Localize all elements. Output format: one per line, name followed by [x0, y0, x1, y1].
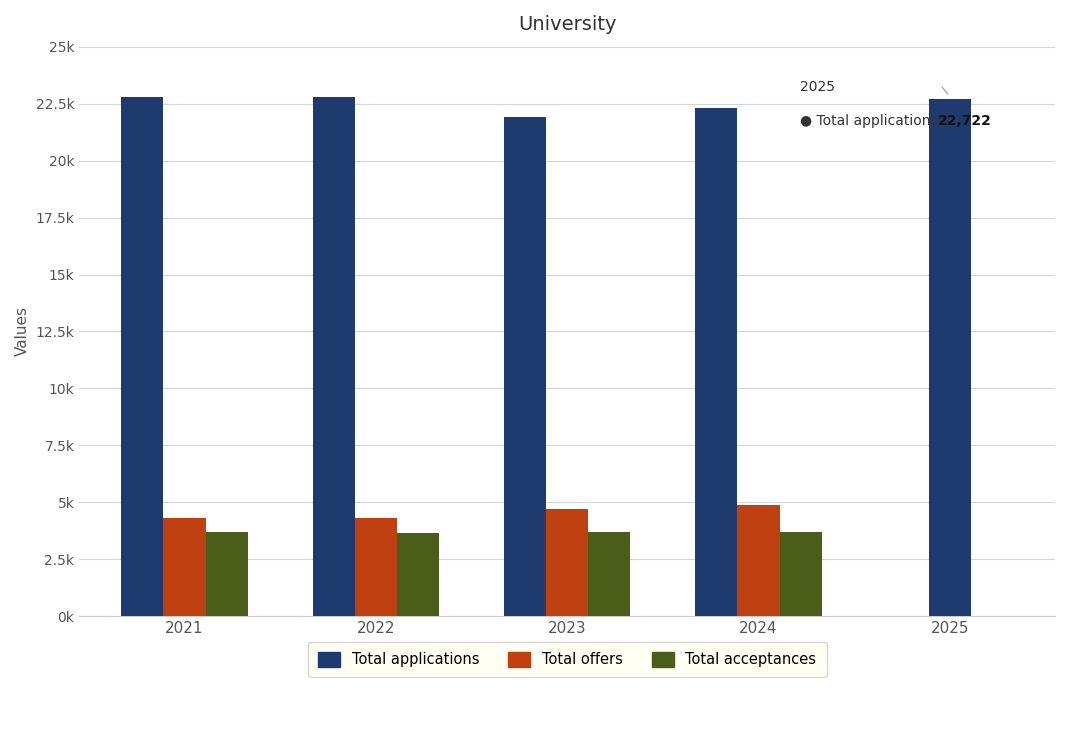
Bar	[121, 97, 164, 616]
Bar	[355, 518, 397, 616]
Bar	[929, 99, 970, 616]
Text: 2025: 2025	[800, 80, 836, 93]
Bar	[588, 532, 630, 616]
Y-axis label: Values: Values	[15, 306, 30, 357]
Bar	[780, 532, 822, 616]
Bar	[737, 504, 780, 616]
Legend: Total applications, Total offers, Total acceptances: Total applications, Total offers, Total …	[308, 642, 826, 677]
Bar	[504, 118, 546, 616]
Bar	[312, 97, 355, 616]
Title: University: University	[518, 15, 616, 34]
Text: 22,722: 22,722	[938, 115, 992, 128]
Bar	[546, 509, 589, 616]
Bar	[205, 532, 247, 616]
Bar	[164, 518, 205, 616]
Bar	[696, 108, 737, 616]
Bar	[397, 533, 439, 616]
Text: ● Total applications:: ● Total applications:	[800, 115, 947, 128]
